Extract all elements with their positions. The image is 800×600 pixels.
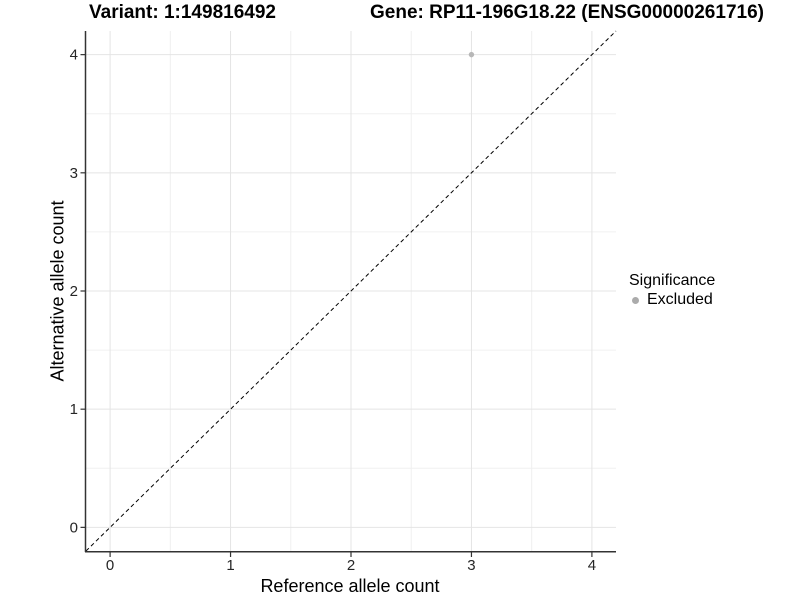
gene-title: Gene: RP11-196G18.22 (ENSG00000261716): [370, 2, 764, 23]
y-tick-label: 1: [70, 401, 78, 418]
x-tick-label: 3: [467, 557, 475, 574]
x-tick-label: 4: [588, 557, 596, 574]
variant-title: Variant: 1:149816492: [89, 2, 276, 23]
x-axis-label: Reference allele count: [260, 576, 440, 596]
y-tick-label: 2: [70, 283, 78, 300]
legend-item-excluded: Excluded: [629, 291, 715, 309]
legend-point-icon: [632, 296, 639, 304]
x-tick-label: 1: [226, 557, 234, 574]
y-tick-label: 3: [70, 165, 78, 182]
legend-item-label: Excluded: [647, 291, 713, 308]
y-tick-label: 4: [70, 47, 78, 64]
y-axis-label: Alternative allele count: [47, 200, 68, 382]
y-tick-label: 0: [70, 519, 78, 536]
data-point-excluded: [468, 51, 475, 58]
legend-title: Significance: [629, 272, 716, 289]
x-tick-label: 0: [106, 557, 114, 574]
x-tick-label: 2: [347, 557, 355, 574]
legend: Significance Excluded: [629, 272, 715, 309]
identity-line: [85, 30, 617, 552]
